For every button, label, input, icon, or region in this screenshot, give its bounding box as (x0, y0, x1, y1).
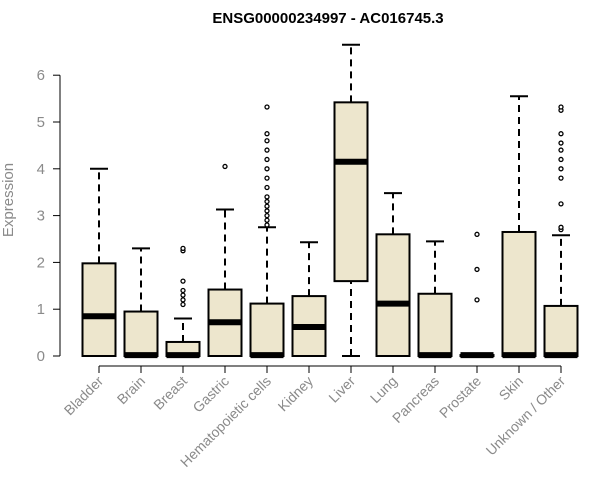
outlier-point (180, 287, 186, 294)
x-tick-label: Skin (496, 373, 527, 404)
outlier-point (264, 212, 270, 219)
outlier-point (264, 198, 270, 205)
x-tick-label: Liver (325, 373, 358, 406)
box (249, 302, 285, 358)
box (417, 292, 453, 358)
outlier-point (474, 231, 480, 237)
outlier-point (180, 278, 186, 284)
outlier-point (558, 131, 564, 137)
box-group (543, 104, 579, 359)
box (81, 262, 117, 357)
box-group (165, 245, 201, 359)
outlier-point (180, 301, 186, 308)
y-tick-label: 1 (37, 301, 45, 318)
box-group (123, 247, 159, 359)
outlier-point (558, 156, 564, 163)
box-series (81, 43, 579, 359)
outlier-point (264, 203, 270, 209)
x-tick-label: Breast (150, 373, 190, 413)
outlier-point (264, 222, 270, 228)
y-tick-label: 2 (37, 254, 45, 271)
box-group (459, 231, 495, 359)
box-group (249, 104, 285, 359)
y-tick-label: 4 (37, 161, 45, 178)
x-tick-label: Unknown / Other (483, 373, 569, 459)
x-tick-label: Brain (114, 373, 148, 407)
outlier-point (264, 138, 270, 144)
outlier-point (474, 266, 480, 273)
outlier-point (180, 297, 186, 303)
outlier-point (558, 140, 564, 146)
outlier-point (558, 224, 564, 230)
outlier-point (180, 245, 186, 252)
outlier-point (180, 292, 186, 298)
x-tick-label: Pancreas (389, 373, 442, 426)
outlier-point (558, 175, 564, 181)
box-group (501, 95, 537, 359)
box (333, 101, 369, 283)
outlier-point (264, 147, 270, 153)
box-group (375, 192, 411, 358)
outlier-point (222, 163, 228, 170)
y-tick-label: 3 (37, 208, 45, 225)
outlier-point (558, 104, 564, 110)
outlier-point (264, 184, 270, 191)
y-axis-label: Expression (0, 163, 17, 237)
outlier-point (558, 147, 564, 153)
outlier-point (264, 194, 270, 200)
x-tick-label: Kidney (275, 373, 317, 415)
box (543, 304, 579, 358)
outlier-point (264, 217, 270, 223)
outlier-point (264, 104, 270, 110)
box-group (291, 241, 327, 358)
outlier-point (264, 131, 270, 137)
outlier-point (558, 166, 564, 172)
y-tick-label: 6 (37, 67, 45, 84)
box (501, 230, 537, 357)
box-group (333, 43, 369, 357)
box-group (207, 163, 243, 358)
x-tick-label: Prostate (436, 373, 484, 421)
outlier-point (264, 208, 270, 214)
box-group (417, 240, 453, 359)
x-tick-label: Lung (367, 373, 400, 406)
outlier-point (474, 297, 480, 303)
y-axis: 0 1 2 3 4 5 6 (37, 67, 61, 365)
outlier-point (558, 201, 564, 207)
outlier-point (264, 156, 270, 163)
outlier-point (264, 166, 270, 172)
y-tick-label: 5 (37, 114, 45, 131)
box-group (81, 167, 117, 357)
chart-title: ENSG00000234997 - AC016745.3 (212, 10, 443, 27)
y-tick-label: 0 (37, 348, 45, 365)
outlier-point (264, 175, 270, 181)
x-tick-label: Bladder (61, 373, 107, 419)
box (123, 310, 159, 358)
box (375, 233, 411, 358)
